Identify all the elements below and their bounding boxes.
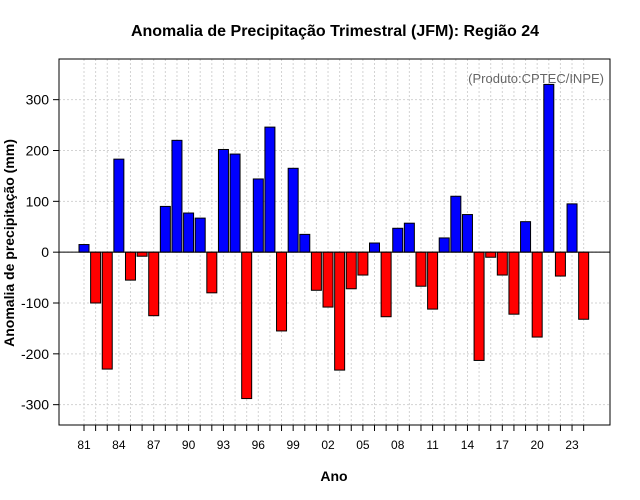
bar-2003	[334, 251, 346, 371]
bar-1981	[78, 244, 90, 253]
chart-title: Anomalia de Precipitação Trimestral (JFM…	[131, 23, 539, 40]
bar-1984	[113, 158, 125, 253]
y-tick-label: -200	[21, 346, 49, 362]
x-tick-label: 96	[252, 438, 266, 452]
bar-2008	[392, 227, 404, 253]
credit-text: (Produto:CPTEC/INPE)	[468, 71, 604, 86]
plot-frame	[58, 58, 611, 426]
bar-2019	[520, 221, 532, 253]
y-tick-label: 100	[26, 193, 50, 209]
bar-1992	[206, 251, 218, 294]
bars	[78, 83, 590, 400]
y-tick-label: -100	[21, 295, 49, 311]
bar-2009	[403, 222, 415, 253]
bar-2021	[543, 83, 555, 253]
bar-1997	[264, 126, 276, 253]
bar-1990	[183, 212, 195, 253]
bar-1982	[90, 251, 102, 304]
grid	[59, 59, 610, 425]
x-tick-label: 81	[77, 438, 91, 452]
x-tick-label: 23	[565, 438, 579, 452]
y-tick-label: -300	[21, 397, 49, 413]
bar-1986	[136, 251, 148, 257]
bar-1983	[101, 251, 113, 370]
bar-2020	[531, 251, 543, 338]
bar-2015	[473, 251, 485, 361]
bar-1985	[124, 251, 136, 281]
bar-1995	[241, 251, 253, 400]
x-tick-label: 84	[112, 438, 126, 452]
y-tick-label: 0	[41, 244, 49, 260]
bar-2023	[566, 203, 578, 253]
bar-2002	[322, 251, 334, 308]
y-tick-label: 200	[26, 143, 50, 159]
bar-1988	[159, 205, 171, 253]
x-tick-label: 90	[182, 438, 196, 452]
bar-1993	[217, 148, 229, 253]
x-axis: 81 84 87 90 93 96 99 02 05 08 11 14 17 20 23	[77, 425, 585, 452]
x-tick-label: 11	[426, 438, 439, 452]
y-axis: -300 -200 -100 0 100 200 300	[21, 92, 59, 413]
x-tick-label: 05	[356, 438, 370, 452]
x-tick-label: 99	[286, 438, 300, 452]
y-axis-label: Anomalia de precipitação (mm)	[1, 139, 17, 347]
bar-2017	[496, 251, 508, 276]
bar-1987	[148, 251, 160, 317]
bar-1989	[171, 139, 183, 253]
bar-2006	[369, 242, 380, 253]
bar-2005	[357, 251, 369, 276]
x-tick-label: 93	[217, 438, 231, 452]
bar-2010	[415, 251, 427, 287]
x-tick-label: 87	[147, 438, 161, 452]
bar-2016	[485, 251, 497, 258]
bar-2014	[461, 214, 473, 253]
bar-1998	[276, 251, 288, 332]
x-tick-label: 08	[391, 438, 405, 452]
bar-2007	[380, 251, 392, 318]
bar-2022	[554, 251, 566, 277]
x-tick-label: 14	[461, 438, 475, 452]
x-tick-label: 17	[496, 438, 510, 452]
bar-2024	[578, 251, 590, 320]
bar-2001	[310, 251, 322, 291]
bar-2004	[345, 251, 357, 290]
bar-2018	[508, 251, 520, 315]
bar-1994	[229, 153, 241, 253]
bar-1996	[252, 178, 264, 253]
bar-2011	[427, 251, 439, 310]
bar-2013	[450, 195, 462, 253]
x-axis-label: Ano	[320, 468, 347, 484]
bar-1999	[287, 167, 299, 253]
bar-2000	[299, 233, 311, 253]
x-tick-label: 20	[531, 438, 545, 452]
y-tick-label: 300	[26, 92, 50, 108]
bar-1991	[194, 217, 206, 253]
x-tick-label: 02	[321, 438, 335, 452]
bar-2012	[438, 237, 450, 253]
